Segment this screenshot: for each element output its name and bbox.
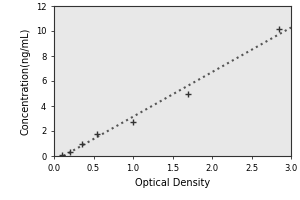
- Y-axis label: Concentration(ng/mL): Concentration(ng/mL): [20, 27, 30, 135]
- X-axis label: Optical Density: Optical Density: [135, 178, 210, 188]
